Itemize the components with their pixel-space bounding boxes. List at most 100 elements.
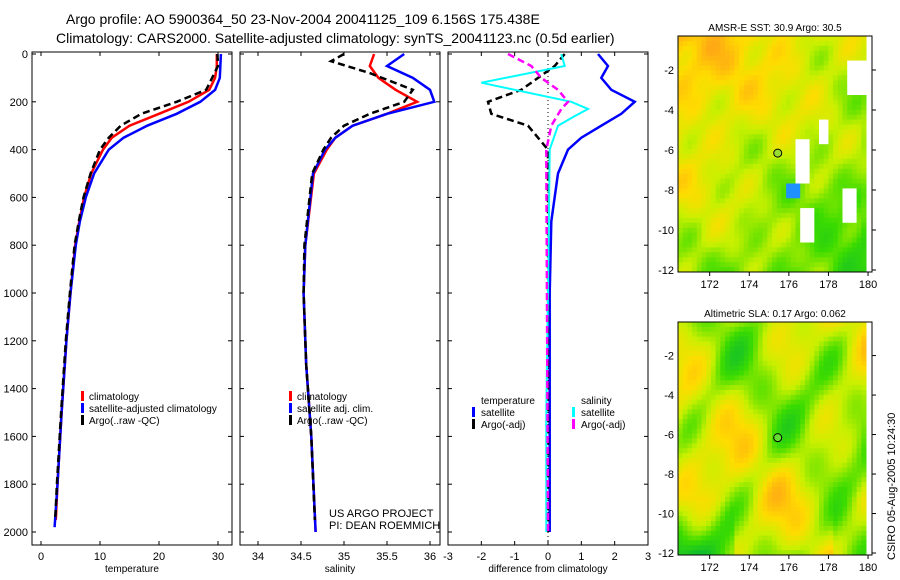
map-cell	[847, 477, 853, 483]
map-cell	[781, 491, 787, 498]
map-cell	[715, 472, 721, 478]
map-cell	[696, 203, 702, 209]
map-cell	[781, 496, 787, 503]
map-cell	[814, 375, 820, 381]
map-cell	[809, 360, 815, 367]
map-cell	[767, 232, 773, 239]
map-cell	[729, 428, 735, 435]
map-cell	[786, 385, 792, 391]
map-cell	[692, 423, 698, 430]
map-cell	[842, 178, 848, 184]
map-cell	[809, 262, 815, 268]
map-cell	[687, 168, 693, 175]
map-cell	[814, 380, 820, 386]
map-cell	[753, 550, 759, 556]
map-cell	[748, 144, 754, 150]
y-tick-label: 200	[10, 97, 28, 109]
map-cell	[748, 213, 754, 219]
map-cell	[701, 404, 707, 410]
map-cell	[706, 409, 712, 415]
map-cell	[861, 506, 867, 512]
map-cell	[809, 50, 815, 57]
map-cell	[823, 428, 829, 435]
map-cell	[678, 433, 684, 439]
map-cell	[861, 124, 867, 130]
map-cell	[696, 227, 702, 234]
map-cell	[833, 462, 839, 469]
map-cell	[725, 409, 731, 415]
map-cell	[861, 399, 867, 406]
map-cell	[861, 409, 867, 415]
y-tick-label: 1400	[4, 384, 28, 396]
map-cell	[757, 341, 764, 347]
map-cell	[748, 158, 754, 165]
map-cell	[809, 203, 815, 209]
map-cell	[767, 267, 773, 273]
map-cell	[701, 134, 707, 140]
map-cell	[762, 55, 768, 62]
map-cell	[701, 409, 707, 415]
map-cell	[762, 365, 768, 372]
map-cell	[739, 139, 745, 145]
map-cell	[776, 414, 782, 420]
map-cell	[856, 535, 862, 541]
map-cell	[851, 472, 858, 478]
map-cell	[772, 237, 778, 243]
map-cell	[833, 85, 839, 91]
map-cell-nodata	[804, 232, 811, 239]
map-cell	[725, 90, 731, 96]
map-cell	[710, 60, 717, 66]
map-cell	[772, 409, 778, 415]
map-cell	[720, 501, 726, 507]
map-cell	[678, 385, 684, 391]
map-cell	[823, 163, 829, 170]
map-cell	[748, 95, 754, 101]
map-cell	[729, 173, 735, 180]
map-cell	[781, 550, 787, 556]
map-cell	[786, 36, 792, 42]
map-cell	[767, 390, 773, 396]
map-cell	[851, 178, 858, 184]
map-cell	[739, 326, 745, 333]
map-cell	[828, 178, 834, 184]
map-cell	[729, 198, 735, 204]
map-cell	[842, 129, 848, 135]
series-line-argo-raw-qc-	[53, 53, 220, 521]
map-cell	[790, 178, 796, 184]
map-cell	[729, 390, 735, 396]
map-cell	[837, 501, 843, 507]
map-cell	[743, 262, 749, 268]
map-cell	[795, 95, 801, 101]
map-cell	[715, 394, 721, 401]
map-cell	[819, 144, 825, 150]
map-cell	[729, 521, 735, 527]
map-cell	[757, 550, 764, 556]
map-cell	[842, 448, 848, 454]
map-cell	[856, 232, 862, 239]
map-cell	[809, 144, 815, 150]
map-cell	[753, 232, 759, 239]
map-cell	[828, 129, 834, 135]
map-cell	[837, 50, 843, 57]
map-cell	[800, 70, 806, 76]
map-cell	[819, 109, 825, 116]
map-cell	[687, 45, 693, 52]
map-cell	[753, 506, 759, 512]
map-cell	[828, 457, 834, 464]
map-cell	[842, 399, 848, 406]
map-cell	[786, 351, 792, 357]
map-cell	[776, 380, 782, 386]
map-cell	[748, 540, 754, 546]
map-cell	[828, 326, 834, 333]
map-cell	[809, 380, 815, 386]
map-cell	[748, 482, 754, 488]
map-cell	[753, 487, 759, 493]
map-cell	[710, 50, 717, 57]
map-cell	[692, 109, 698, 116]
map-cell	[795, 414, 801, 420]
map-cell	[734, 149, 740, 155]
map-cell	[748, 462, 754, 469]
map-cell	[748, 36, 754, 42]
map-cell	[842, 414, 848, 420]
map-cell	[861, 247, 867, 253]
